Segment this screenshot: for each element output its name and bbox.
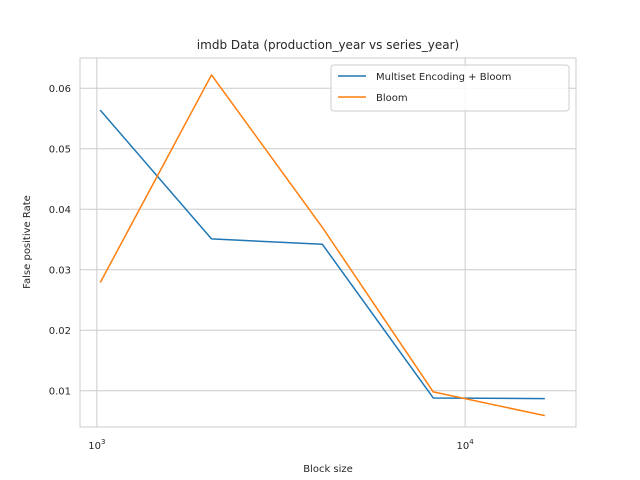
y-tick-label: 0.02 bbox=[49, 326, 71, 337]
legend-box bbox=[330, 64, 570, 112]
plot-area bbox=[80, 58, 576, 427]
x-tick-labels: 103 104 bbox=[88, 438, 474, 452]
y-tick-labels: 0.01 0.02 0.03 0.04 0.05 0.06 bbox=[49, 84, 71, 397]
y-tick-label: 0.01 bbox=[49, 387, 71, 398]
y-tick-label: 0.06 bbox=[49, 84, 71, 95]
x-gridlines bbox=[96, 58, 466, 427]
y-tick-label: 0.04 bbox=[49, 205, 71, 216]
series-line-multiset bbox=[99, 109, 545, 400]
y-gridlines bbox=[80, 87, 576, 392]
series-line-bloom bbox=[99, 74, 545, 417]
series-lines bbox=[99, 74, 545, 417]
x-axis-label: Block size bbox=[303, 464, 353, 475]
x-tick-label: 103 bbox=[88, 438, 105, 452]
x-tick-label: 104 bbox=[457, 438, 475, 452]
legend: Multiset Encoding + Bloom Bloom bbox=[330, 64, 570, 112]
plot-frame bbox=[79, 57, 577, 428]
y-tick-label: 0.03 bbox=[49, 266, 71, 277]
legend-label-bloom: Bloom bbox=[376, 93, 408, 104]
y-axis-label: False positive Rate bbox=[22, 195, 33, 289]
y-tick-label: 0.05 bbox=[49, 145, 71, 156]
legend-label-multiset: Multiset Encoding + Bloom bbox=[376, 72, 511, 83]
chart-title: imdb Data (production_year vs series_yea… bbox=[197, 38, 459, 52]
